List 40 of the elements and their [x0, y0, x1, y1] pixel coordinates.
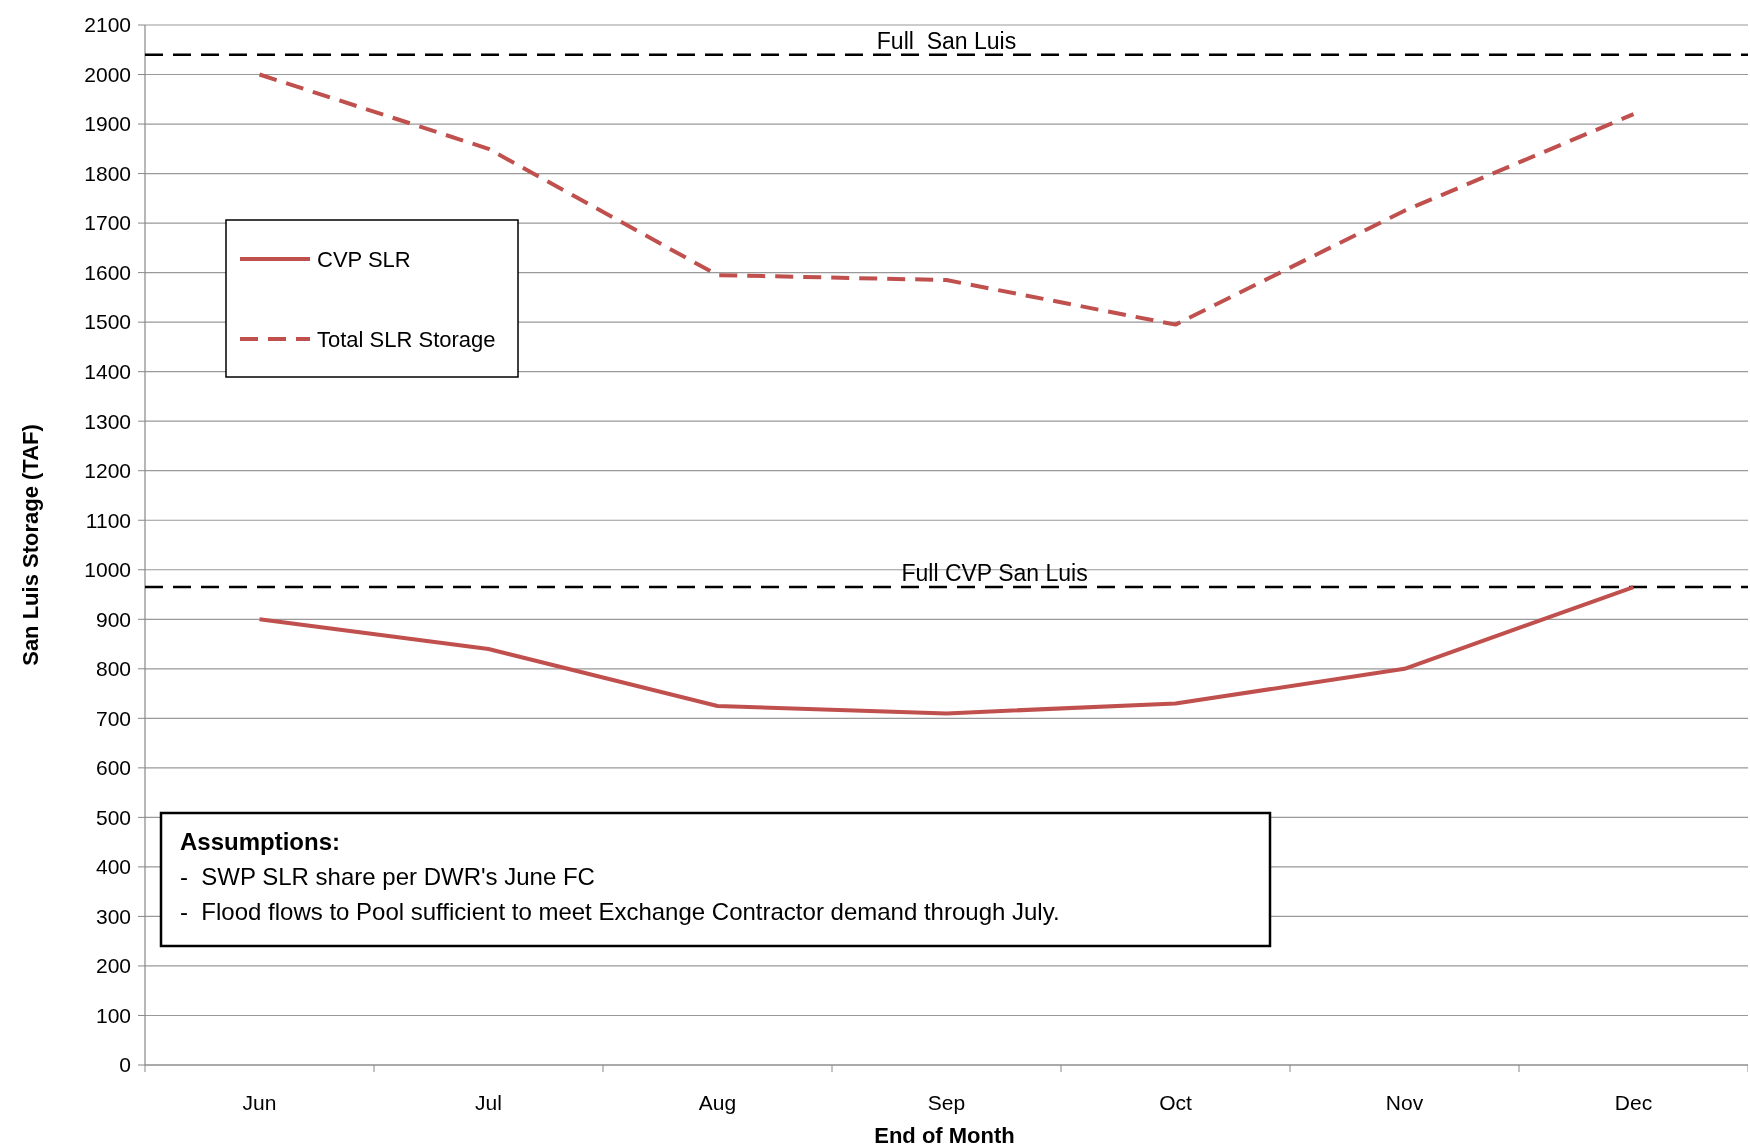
y-tick-label: 1500 — [84, 310, 131, 334]
x-tick-label: Oct — [1159, 1091, 1192, 1114]
x-tick-label: Dec — [1614, 1091, 1653, 1114]
x-tick-label: Aug — [698, 1091, 737, 1114]
y-tick-label: 2000 — [84, 62, 131, 86]
x-tick-label: Sep — [927, 1091, 966, 1114]
y-tick-label: 1600 — [84, 260, 131, 284]
y-tick-label: 400 — [95, 855, 131, 879]
y-tick-label: 700 — [95, 706, 131, 730]
x-axis-title: End of Month — [874, 1123, 1015, 1147]
ref-line-label: Full San Luis — [876, 27, 1017, 54]
y-tick-label: 600 — [95, 756, 131, 780]
y-tick-label: 500 — [95, 805, 131, 829]
y-tick-label: 1900 — [84, 112, 131, 136]
line-series — [257, 585, 1636, 716]
y-tick-label: 300 — [95, 904, 131, 928]
annotation: - Flood flows to Pool sufficient to meet Exchange Contractor demand through July. — [180, 898, 1060, 925]
y-tick-label: 2100 — [84, 13, 131, 37]
y-tick-label: 1700 — [84, 211, 131, 235]
ref-line-label: Full CVP San Luis — [901, 560, 1088, 587]
y-tick-label: 900 — [95, 607, 131, 631]
y-tick-label: 1200 — [84, 459, 131, 483]
x-tick-label: Nov — [1385, 1091, 1424, 1114]
y-tick-label: 0 — [119, 1053, 131, 1077]
annotation: - SWP SLR share per DWR's June FC — [180, 863, 595, 890]
legend-label: CVP SLR — [317, 246, 411, 272]
annotation: Assumptions: — [180, 828, 341, 855]
x-tick-label: Jul — [475, 1091, 502, 1114]
y-tick-label: 200 — [95, 954, 131, 978]
legend-label: Total SLR Storage — [317, 326, 496, 352]
x-tick-label: Jun — [242, 1091, 277, 1114]
y-tick-label: 800 — [95, 657, 131, 681]
y-tick-label: 1300 — [84, 409, 131, 433]
y-tick-label: 100 — [95, 1003, 131, 1027]
line-series — [257, 72, 1636, 327]
y-tick-label: 1100 — [85, 508, 131, 532]
y-tick-label: 1000 — [84, 558, 131, 582]
y-axis-title: San Luis Storage (TAF) — [18, 424, 43, 666]
y-tick-label: 1400 — [84, 360, 131, 384]
y-tick-label: 1800 — [84, 161, 131, 185]
